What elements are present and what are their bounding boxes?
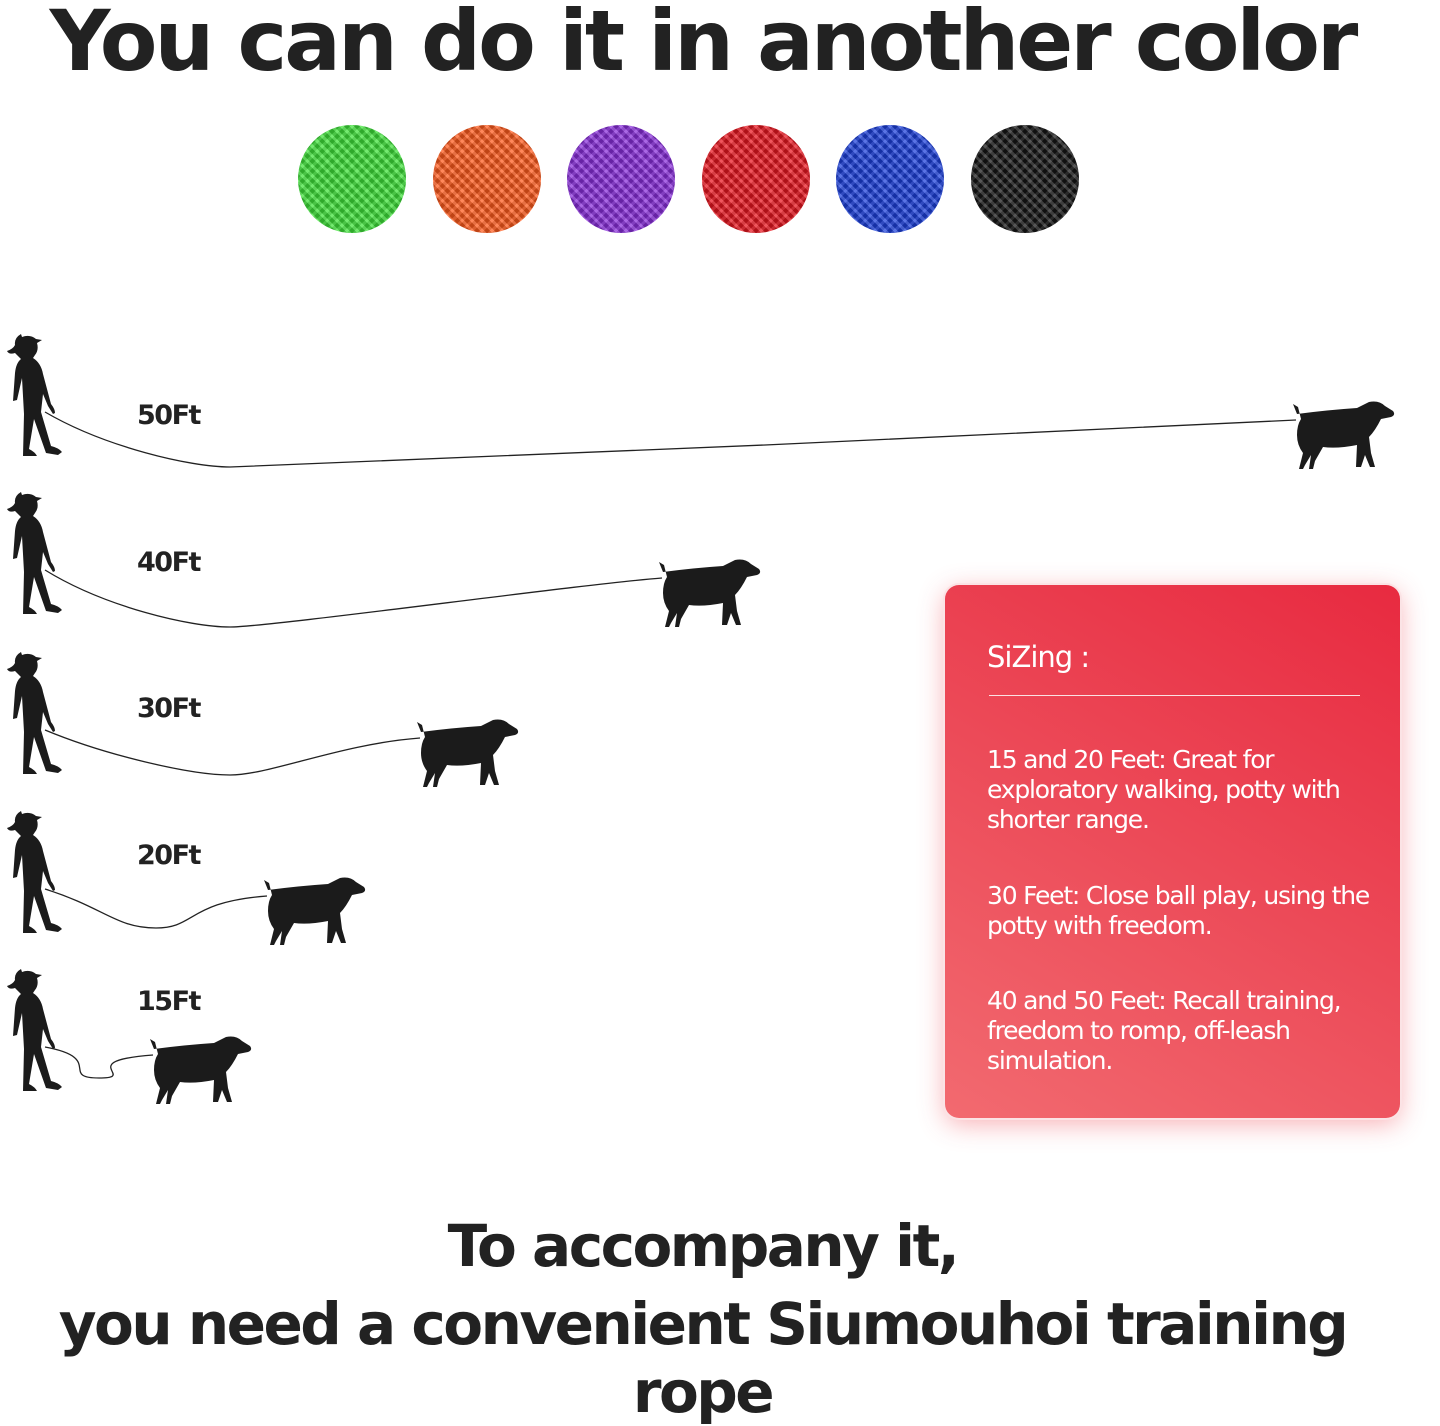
sizing-title: SiZing :	[987, 640, 1090, 674]
sizing-item-40-50: 40 and 50 Feet: Recall training, freedom…	[987, 986, 1342, 1075]
length-label-20ft: 20Ft	[137, 840, 201, 871]
length-label-40ft: 40Ft	[137, 547, 201, 578]
color-swatch-red[interactable]	[702, 125, 810, 233]
walker-silhouette	[7, 652, 62, 774]
leash-line	[44, 888, 268, 929]
walker-silhouette	[7, 492, 62, 614]
sizing-card: SiZing : 15 and 20 Feet: Great for explo…	[945, 585, 1400, 1118]
page-title: You can do it in another color	[49, 0, 1359, 90]
color-swatch-purple[interactable]	[567, 125, 675, 233]
sizing-item-30: 30 Feet: Close ball play, using the pott…	[987, 881, 1370, 940]
leash-line	[44, 1046, 154, 1079]
length-label-15ft: 15Ft	[137, 986, 201, 1017]
dog-silhouette	[659, 559, 761, 627]
color-swatch-black[interactable]	[971, 125, 1079, 233]
dog-silhouette	[1293, 401, 1395, 469]
leash-line	[44, 729, 421, 776]
leash-line	[44, 411, 1297, 468]
color-swatch-orange[interactable]	[433, 125, 541, 233]
leash-line	[44, 569, 663, 628]
dog-silhouette	[264, 877, 366, 945]
leash-length-illustration	[7, 334, 1395, 1104]
footer-line-1: To accompany it,	[447, 1212, 960, 1280]
length-label-50ft: 50Ft	[137, 400, 201, 431]
walker-silhouette	[7, 969, 62, 1091]
dog-silhouette	[150, 1036, 252, 1104]
footer-line-2: you need a convenient Siumouhoi training…	[58, 1290, 1349, 1426]
color-swatch-blue[interactable]	[836, 125, 944, 233]
color-swatch-green[interactable]	[298, 125, 406, 233]
walker-silhouette	[7, 334, 62, 456]
walker-silhouette	[7, 811, 62, 933]
sizing-item-15-20: 15 and 20 Feet: Great for exploratory wa…	[987, 745, 1341, 834]
dog-silhouette	[417, 719, 519, 787]
sizing-divider	[989, 695, 1360, 696]
length-label-30ft: 30Ft	[137, 693, 201, 724]
